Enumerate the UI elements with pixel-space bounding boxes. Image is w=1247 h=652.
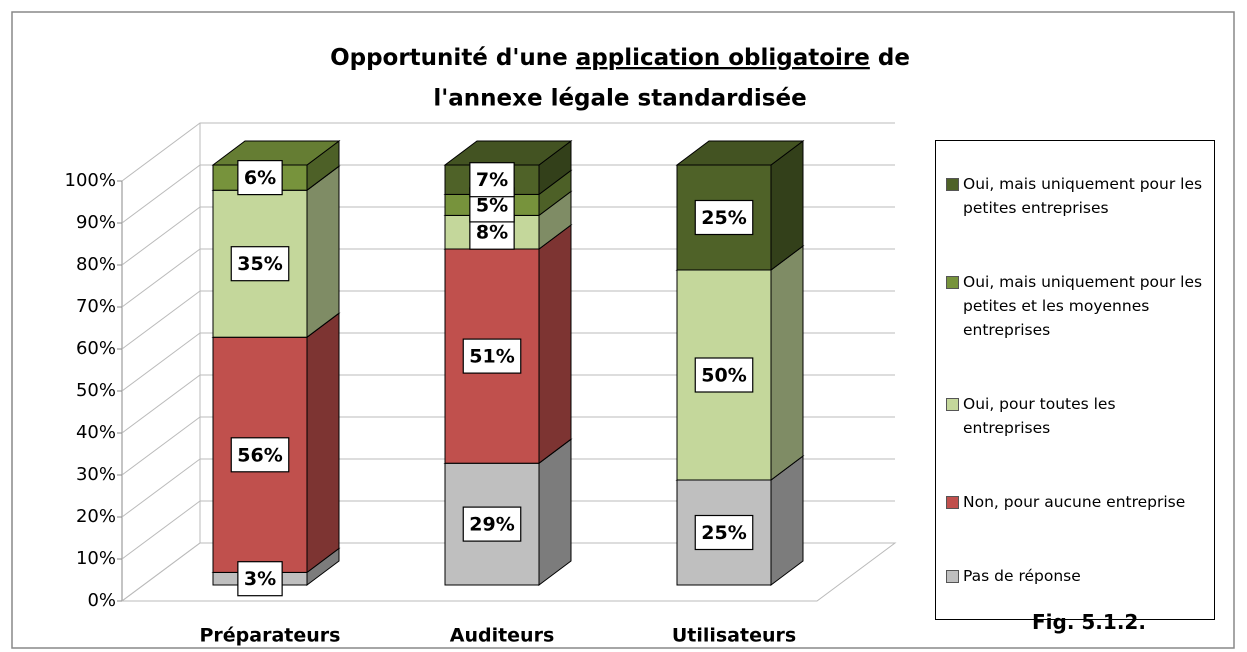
- legend-label: Non, pour aucune entreprise: [963, 493, 1186, 511]
- legend-entry: Non, pour aucune entreprise: [946, 490, 1204, 514]
- value-label-box: [237, 160, 283, 196]
- plot: 0% 10% 20% 30% 40% 50% 60% 70% 80% 90% 100% Prépara…: [65, 122, 897, 647]
- x-tick-label: Préparateurs: [200, 625, 341, 647]
- bar-side: [306, 312, 340, 574]
- y-tick-label: 10%: [76, 548, 116, 569]
- value-label: 3%: [244, 568, 276, 590]
- grid-line: [121, 542, 895, 602]
- value-label-box: [469, 162, 515, 198]
- chart-border: [11, 11, 1235, 649]
- value-label-box: [462, 506, 522, 542]
- value-label: 5%: [476, 194, 508, 216]
- value-label-box: [694, 514, 754, 551]
- legend-entry: Oui, pour toutes les entreprises: [946, 392, 1204, 440]
- legend-swatch: [946, 398, 959, 411]
- legend-swatch: [946, 178, 959, 191]
- grid-line: [121, 374, 895, 434]
- y-tick-label: 70%: [76, 296, 116, 317]
- grid-line: [121, 122, 895, 182]
- grid-line: [121, 500, 895, 560]
- legend-label: Oui, mais uniquement pour les petites et…: [963, 273, 1203, 339]
- value-label-box: [237, 561, 283, 597]
- y-tick-label: 60%: [76, 338, 116, 359]
- legend: Oui, mais uniquement pour les petites en…: [935, 140, 1215, 620]
- grid-line: [121, 332, 895, 392]
- value-label: 25%: [701, 207, 746, 229]
- grid-line: [121, 248, 895, 308]
- y-tick-label: 80%: [76, 254, 116, 275]
- title-part: application obligatoire: [576, 45, 870, 71]
- value-label-box: [694, 357, 754, 393]
- y-tick-label: 0%: [87, 590, 116, 611]
- bar-side: [770, 245, 804, 481]
- value-label: 35%: [237, 253, 282, 275]
- y-tick-label: 50%: [76, 380, 116, 401]
- grid-line: [121, 290, 895, 350]
- bar-side: [538, 438, 572, 586]
- grid-line: [121, 164, 895, 224]
- value-label-box: [462, 338, 522, 374]
- value-label: 29%: [469, 514, 514, 536]
- y-tick-label: 30%: [76, 464, 116, 485]
- y-tick-label: 20%: [76, 506, 116, 527]
- x-tick-label: Utilisateurs: [672, 625, 796, 647]
- value-label: 25%: [701, 522, 746, 544]
- value-label: 56%: [237, 444, 282, 466]
- legend-swatch: [946, 496, 959, 509]
- y-tick-label: 40%: [76, 422, 116, 443]
- bar-side: [306, 165, 340, 339]
- legend-entry: Oui, mais uniquement pour les petites et…: [946, 270, 1204, 342]
- legend-entry: Oui, mais uniquement pour les petites en…: [946, 172, 1204, 220]
- legend-label: Oui, mais uniquement pour les petites en…: [963, 175, 1203, 217]
- legend-label: Pas de réponse: [963, 567, 1081, 585]
- chart-title: Opportunité d'une application obligatoir…: [330, 45, 910, 71]
- value-label-box: [230, 246, 290, 282]
- x-tick-label: Auditeurs: [450, 625, 555, 647]
- value-label: 6%: [244, 167, 276, 189]
- grid-line: [121, 416, 895, 476]
- value-label-box: [694, 199, 754, 236]
- legend-label: Oui, pour toutes les entreprises: [963, 395, 1116, 437]
- bar-side: [538, 224, 572, 465]
- title-part: de: [870, 45, 910, 71]
- grid-line: [121, 206, 895, 266]
- title-part: Opportunité d'une: [330, 45, 576, 71]
- bar-top: [675, 140, 805, 166]
- grid-line: [121, 458, 895, 518]
- value-label: 51%: [469, 346, 514, 368]
- value-label: 8%: [476, 222, 508, 244]
- value-label: 50%: [701, 365, 746, 387]
- value-label-box: [230, 437, 290, 473]
- legend-entry: Pas de réponse: [946, 564, 1204, 588]
- legend-swatch: [946, 570, 959, 583]
- value-label: 7%: [476, 169, 508, 191]
- annotation: Fig. 5.1.2.: [1032, 610, 1146, 634]
- chart-title: l'annexe légale standardisée: [433, 86, 806, 112]
- legend-swatch: [946, 276, 959, 289]
- y-tick-label: 100%: [65, 170, 116, 191]
- y-tick-label: 90%: [76, 212, 116, 233]
